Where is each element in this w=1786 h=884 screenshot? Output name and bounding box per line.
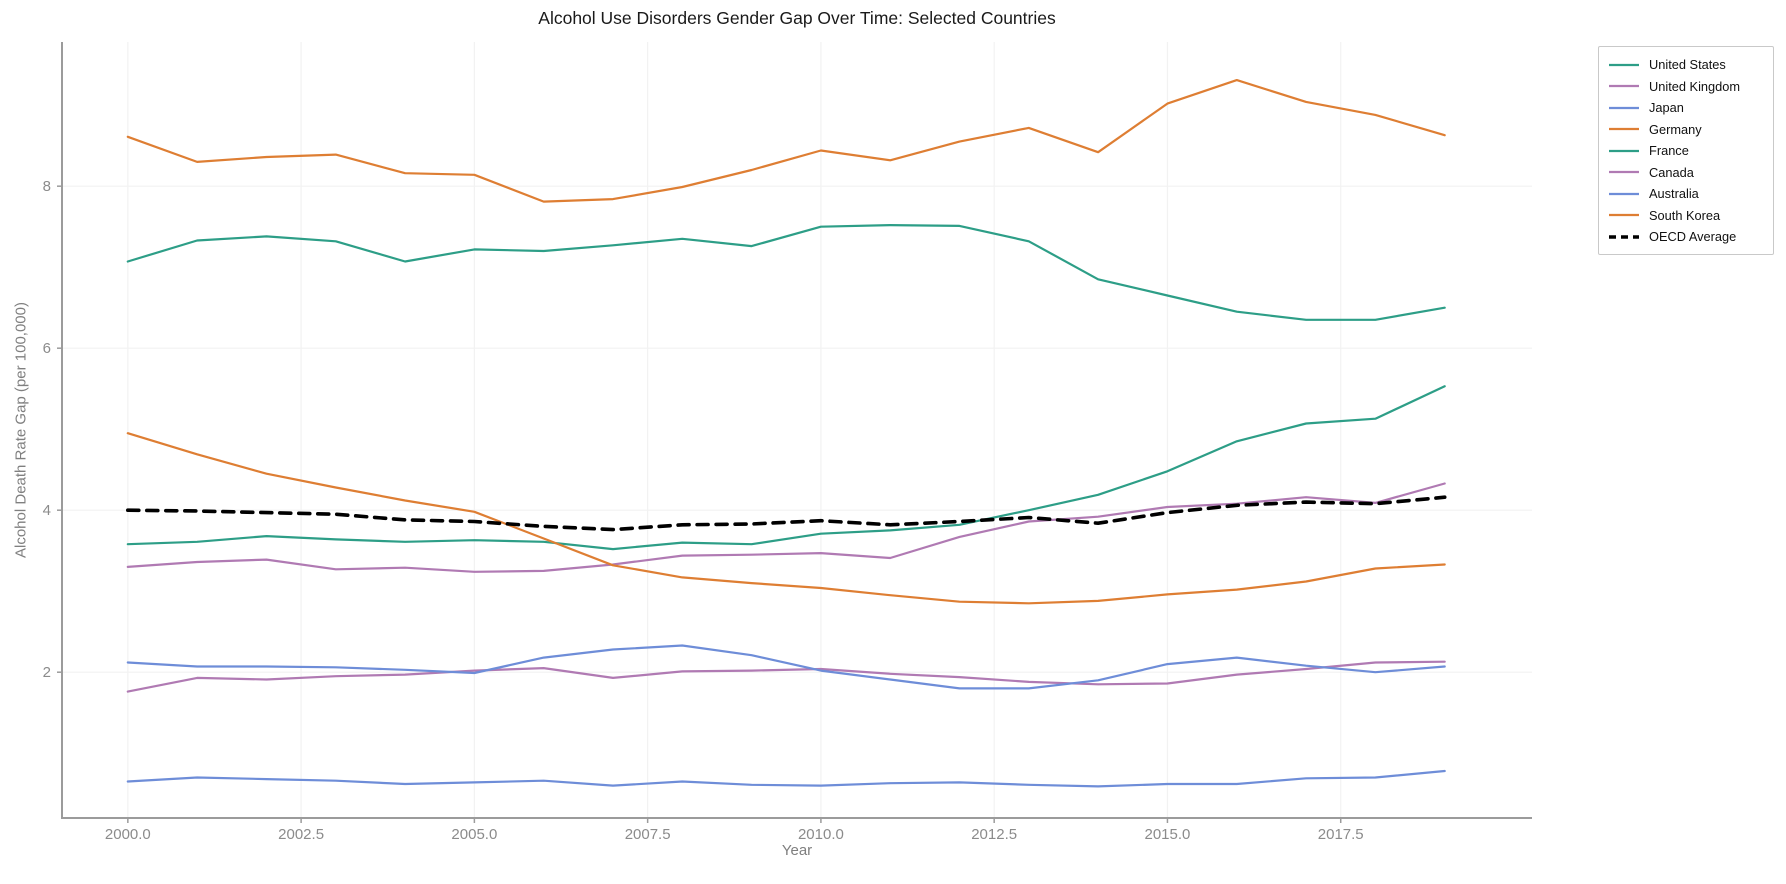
x-tick-label: 2015.0 — [1145, 826, 1191, 843]
legend-label: Japan — [1649, 100, 1684, 116]
legend-line-swatch — [1609, 63, 1639, 66]
legend-line-swatch — [1609, 234, 1639, 239]
legend-line-swatch — [1609, 106, 1639, 109]
series-line-united-kingdom — [126, 660, 1446, 693]
legend-label: OECD Average — [1649, 229, 1737, 245]
legend-label: Germany — [1649, 121, 1702, 137]
series-line-germany — [126, 78, 1446, 203]
series-line-south-korea — [126, 432, 1446, 605]
legend-item-south-korea: South Korea — [1608, 205, 1764, 227]
series-line-france — [126, 224, 1446, 321]
legend: United States United Kingdom Japan Germany F… — [1598, 46, 1774, 255]
legend-item-canada: Canada — [1608, 162, 1764, 184]
legend-line-swatch — [1609, 214, 1639, 217]
legend-line-swatch — [1609, 171, 1639, 174]
legend-label: South Korea — [1649, 207, 1721, 223]
x-tick-label: 2017.5 — [1318, 826, 1364, 843]
y-tick-label: 2 — [43, 664, 51, 681]
legend-item-germany: Germany — [1608, 119, 1764, 141]
x-tick-label: 2010.0 — [798, 826, 844, 843]
chart-title: Alcohol Use Disorders Gender Gap Over Ti… — [538, 8, 1056, 28]
legend-line-swatch — [1609, 128, 1639, 131]
legend-label: United States — [1649, 57, 1726, 73]
series-line-united-states — [126, 385, 1446, 551]
x-tick-label: 2005.0 — [451, 826, 497, 843]
y-tick-label: 6 — [43, 340, 51, 357]
x-tick-label: 2002.5 — [278, 826, 324, 843]
series-line-canada — [126, 482, 1446, 573]
legend-label: Canada — [1649, 164, 1694, 180]
legend-item-france: France — [1608, 140, 1764, 162]
series-line-japan — [126, 769, 1446, 788]
legend-line-swatch — [1609, 192, 1639, 195]
series-line-australia — [126, 644, 1446, 690]
legend-line-swatch — [1609, 149, 1639, 152]
legend-line-swatch — [1609, 85, 1639, 88]
x-tick-label: 2007.5 — [625, 826, 671, 843]
legend-item-united-states: United States — [1608, 54, 1764, 76]
x-axis-label: Year — [781, 842, 813, 859]
series-line-oecd-average — [126, 495, 1447, 532]
legend-label: France — [1649, 143, 1689, 159]
legend-item-united-kingdom: United Kingdom — [1608, 76, 1764, 98]
x-tick-label: 2012.5 — [971, 826, 1017, 843]
legend-item-oecd-average: OECD Average — [1608, 226, 1764, 248]
legend-item-australia: Australia — [1608, 183, 1764, 205]
legend-label: Australia — [1649, 186, 1699, 202]
legend-label: United Kingdom — [1649, 78, 1741, 94]
x-tick-label: 2000.0 — [105, 826, 151, 843]
y-tick-label: 4 — [43, 502, 51, 519]
y-tick-label: 8 — [43, 178, 51, 195]
legend-item-japan: Japan — [1608, 97, 1764, 119]
